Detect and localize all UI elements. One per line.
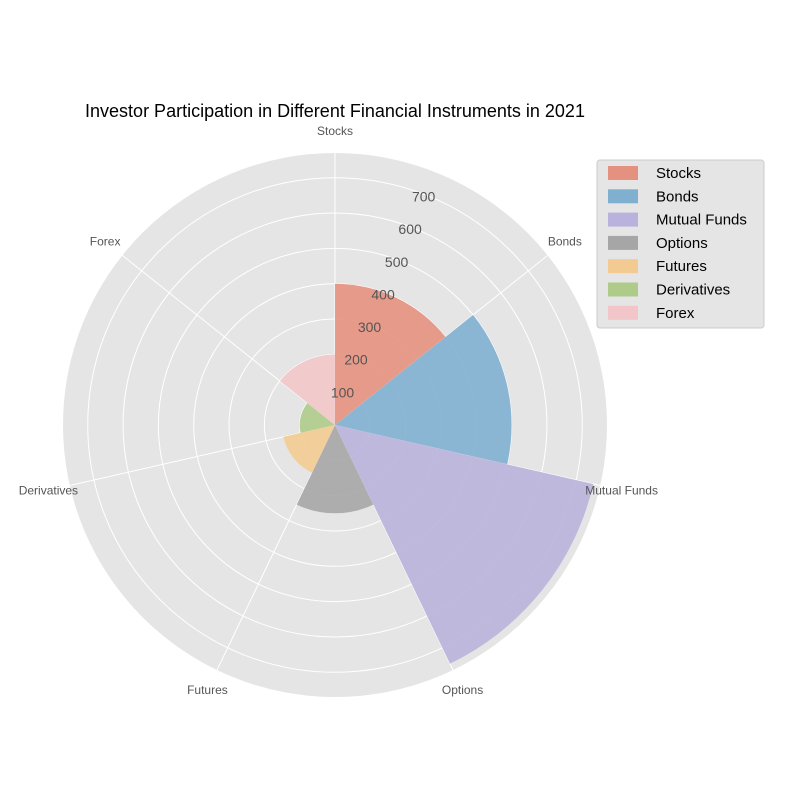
- legend-entry: Mutual Funds: [656, 212, 747, 229]
- category-label: Bonds: [548, 235, 582, 249]
- radial-tick-labels: 100 200 300 400 500 600 700: [331, 189, 436, 401]
- legend-entry: Options: [656, 235, 708, 252]
- legend-entry: Forex: [656, 305, 695, 322]
- category-label: Derivatives: [19, 483, 78, 497]
- legend-swatch: [608, 305, 638, 320]
- chart-title: Investor Participation in Different Fina…: [85, 101, 585, 121]
- bar-options: [296, 425, 374, 514]
- category-label: Forex: [90, 235, 121, 249]
- category-label: Futures: [187, 683, 228, 697]
- radial-tick-label: 400: [371, 286, 395, 302]
- radial-tick-label: 300: [358, 319, 382, 335]
- legend-entry: Derivatives: [656, 282, 730, 299]
- bar-derivatives: [299, 402, 335, 433]
- legend-entry: Futures: [656, 258, 707, 275]
- legend: Stocks Bonds Mutual Funds Options Futures Der…: [596, 159, 765, 329]
- radial-tick-label: 200: [344, 352, 368, 368]
- legend-swatch: [608, 189, 638, 204]
- grid-spoke: [122, 255, 336, 426]
- legend-entry: Stocks: [656, 165, 701, 182]
- bar-futures: [283, 425, 335, 473]
- radial-tick-label: 600: [398, 221, 422, 237]
- bar-forex: [279, 354, 335, 425]
- polar-bars: [279, 283, 594, 664]
- bar-mutual-funds: [335, 425, 594, 664]
- category-label: Stocks: [317, 124, 353, 138]
- bar-stocks: [335, 283, 446, 425]
- category-label: Mutual Funds: [585, 483, 658, 497]
- bar-bonds: [335, 314, 512, 465]
- legend-swatch: [608, 212, 638, 227]
- radial-tick-label: 100: [331, 384, 355, 400]
- legend-box: [596, 159, 765, 329]
- category-labels: Stocks Bonds Mutual Funds Options Futures Der…: [19, 124, 658, 697]
- radial-tick-label: 700: [412, 189, 436, 205]
- category-label: Options: [442, 683, 483, 697]
- radial-tick-label: 500: [385, 254, 409, 270]
- legend-swatch: [608, 282, 638, 297]
- legend-swatch: [608, 166, 638, 180]
- legend-swatch: [608, 235, 638, 250]
- legend-entry: Bonds: [656, 188, 699, 205]
- legend-swatch: [608, 259, 638, 274]
